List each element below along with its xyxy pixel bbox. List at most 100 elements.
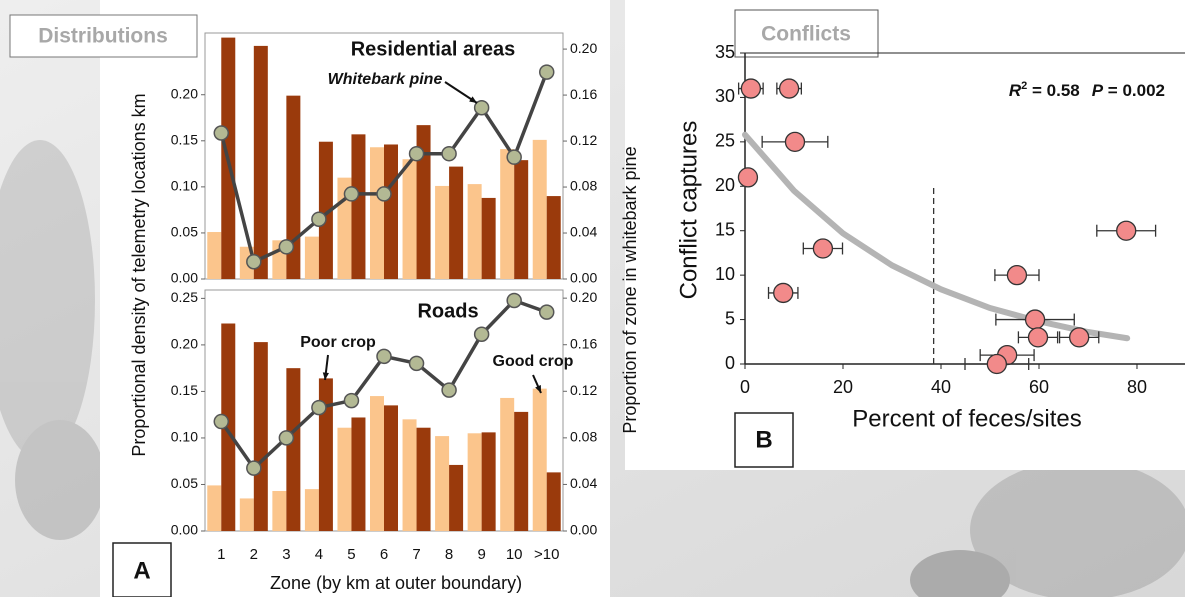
x-tick-label: 8 [445, 546, 453, 563]
bar [207, 485, 221, 531]
y2-tick-label: 0.08 [570, 429, 597, 445]
x-tick-label: 2 [250, 546, 258, 563]
bar [384, 144, 398, 279]
bar [482, 198, 496, 279]
point [540, 65, 554, 79]
bar [286, 368, 300, 531]
bar [403, 419, 417, 531]
point [507, 150, 521, 164]
bar [547, 472, 561, 531]
bar [370, 396, 384, 531]
bar [482, 432, 496, 531]
page: {"tabs": {"distributions": "Distribution… [0, 0, 1185, 597]
y-tick-label: 0.00 [171, 270, 198, 286]
y-tick-label: 0.10 [171, 429, 198, 445]
x-axis-label: Percent of feces/sites [852, 405, 1081, 432]
point [507, 293, 521, 307]
x-tick-label: 9 [477, 546, 485, 563]
bar [417, 428, 431, 531]
x-tick-label: 5 [347, 546, 355, 563]
point [377, 187, 391, 201]
bar [468, 433, 482, 531]
bar [351, 134, 365, 279]
point [1029, 328, 1048, 347]
bar [500, 149, 514, 279]
y-tick-label: 35 [715, 42, 735, 62]
y2-tick-label: 0.00 [570, 522, 597, 538]
y2-axis-label: Proportion of zone in whitebark pine [620, 146, 640, 433]
bar [254, 46, 268, 279]
chart-title: Residential areas [351, 38, 516, 60]
y2-tick-label: 0.16 [570, 335, 597, 351]
y2-tick-label: 0.16 [570, 86, 597, 102]
point [247, 255, 261, 269]
bar [272, 491, 286, 531]
y-tick-label: 5 [725, 308, 735, 328]
point [774, 283, 793, 302]
point [1007, 266, 1026, 285]
panel-label: B [755, 426, 772, 453]
bar [514, 412, 528, 531]
y-tick-label: 0.05 [171, 224, 198, 240]
point [741, 79, 760, 98]
stats-part: P [1092, 81, 1104, 100]
bar [207, 232, 221, 279]
point [1026, 310, 1045, 329]
x-tick-label: 3 [282, 546, 290, 563]
bar [305, 237, 319, 279]
y-tick-label: 25 [715, 131, 735, 151]
point [344, 394, 358, 408]
x-tick-label: >10 [534, 546, 559, 563]
y-tick-label: 0.15 [171, 132, 198, 148]
point [475, 327, 489, 341]
stats-part: = 0.58 [1027, 81, 1079, 100]
stats-part: R [1009, 81, 1022, 100]
y2-tick-label: 0.00 [570, 270, 597, 286]
x-tick-label: 10 [506, 546, 523, 563]
y2-tick-label: 0.20 [570, 40, 597, 56]
y-tick-label: 0.20 [171, 336, 198, 352]
bar [384, 405, 398, 531]
x-tick-label: 40 [931, 377, 951, 397]
annotation: Good crop [493, 353, 574, 370]
y2-tick-label: 0.04 [570, 475, 597, 491]
y2-tick-label: 0.20 [570, 289, 597, 305]
point [410, 147, 424, 161]
point [1070, 328, 1089, 347]
chart-title: Roads [417, 300, 478, 322]
bar [514, 160, 528, 279]
bar [403, 159, 417, 279]
y-tick-label: 0.20 [171, 85, 198, 101]
x-tick-label: 7 [412, 546, 420, 563]
y-tick-label: 10 [715, 264, 735, 284]
bar [254, 342, 268, 531]
x-tick-label: 20 [833, 377, 853, 397]
tab-label: Conflicts [761, 23, 851, 46]
panel-label: A [133, 557, 150, 584]
y-tick-label: 0 [725, 353, 735, 373]
y-tick-label: 0.15 [171, 382, 198, 398]
y-axis-label: Conflict captures [675, 121, 702, 300]
point [1117, 221, 1136, 240]
point [247, 461, 261, 475]
point [279, 431, 293, 445]
bar [533, 389, 547, 531]
y-tick-label: 0.05 [171, 475, 198, 491]
bar [305, 489, 319, 531]
tab-label: Distributions [38, 25, 168, 48]
point [214, 126, 228, 140]
point [442, 147, 456, 161]
x-tick-label: 80 [1127, 377, 1147, 397]
y-tick-label: 20 [715, 175, 735, 195]
y2-tick-label: 0.12 [570, 132, 597, 148]
x-tick-label: 4 [315, 546, 323, 563]
point [344, 187, 358, 201]
bar [468, 184, 482, 279]
y-tick-label: 0.25 [171, 289, 198, 305]
y-tick-label: 15 [715, 219, 735, 239]
point [377, 349, 391, 363]
y-tick-label: 0.10 [171, 178, 198, 194]
x-tick-label: 1 [217, 546, 225, 563]
point [312, 401, 326, 415]
y-tick-label: 0.00 [171, 522, 198, 538]
